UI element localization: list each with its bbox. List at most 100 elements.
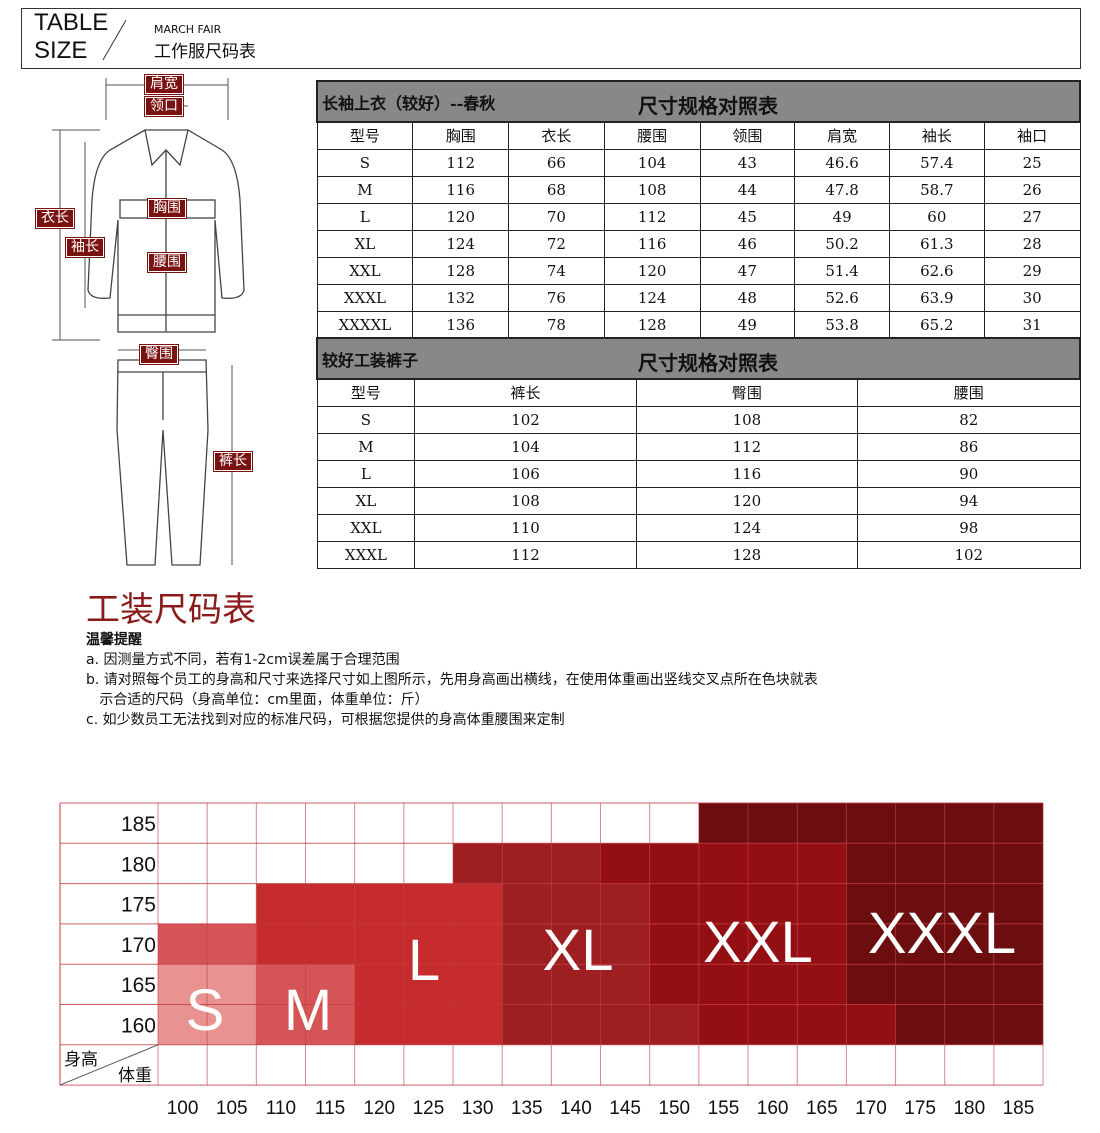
- chart-cell: [698, 964, 749, 1005]
- note-b: b. 请对照每个员工的身高和尺寸来选择尺寸如上图所示，先用身高画出横线，在使用体…: [86, 672, 818, 688]
- chart-cell: [305, 843, 355, 884]
- table-cell: M: [316, 175, 414, 204]
- column-header: 型号: [316, 121, 414, 150]
- guide-subtitle: 温馨提醒: [86, 632, 142, 648]
- column-header: 胸围: [412, 121, 510, 150]
- chart-cell: [453, 923, 503, 965]
- weight-tick: 145: [609, 1098, 641, 1119]
- height-tick: 160: [121, 1015, 156, 1038]
- chart-cell: [207, 1004, 257, 1045]
- table-cell: 132: [412, 283, 510, 312]
- chart-cell: [207, 883, 257, 924]
- table-cell: 74: [508, 256, 605, 285]
- chart-cell: [256, 1004, 306, 1045]
- table-cell: L: [316, 459, 416, 488]
- column-header: 衣长: [508, 121, 605, 150]
- table-row: XXXL 112 128 102: [316, 540, 1081, 569]
- table-cell: L: [316, 202, 414, 231]
- chart-cell: [649, 964, 699, 1005]
- table-cell: 108: [635, 405, 859, 434]
- chart-cell: [600, 923, 650, 965]
- chart-cell: [305, 883, 355, 924]
- chart-cell: [846, 843, 896, 884]
- table-cell: 112: [635, 432, 859, 461]
- table-cell: 124: [635, 513, 859, 542]
- table-title: 尺寸规格对照表: [638, 351, 778, 375]
- table-cell: 50.2: [794, 229, 890, 258]
- chart-cell: [993, 883, 1044, 924]
- weight-tick: 125: [413, 1098, 445, 1119]
- chart-cell: [944, 923, 994, 965]
- table-cell: 120: [412, 202, 510, 231]
- table-cell: XXL: [316, 513, 416, 542]
- table-cell: 52.6: [794, 283, 890, 312]
- chart-cell: [207, 843, 257, 884]
- table-cell: 128: [603, 310, 701, 339]
- chart-cell: [502, 843, 552, 884]
- chart-cell: [895, 803, 945, 844]
- table-row: XXL 128 74 120 47 51.4 62.6 29: [316, 256, 1081, 285]
- chart-cell: [698, 1004, 749, 1045]
- table-cell: S: [316, 148, 414, 177]
- chart-cell: [944, 1004, 994, 1045]
- table-cell: 82: [857, 405, 1081, 434]
- table-cell: 46: [699, 229, 796, 258]
- chart-cell: [895, 1004, 945, 1045]
- chart-cell: [502, 923, 552, 965]
- chart-cell: [551, 923, 601, 965]
- size-label-l: L: [408, 928, 440, 993]
- table-row: S 112 66 104 43 46.6 57.4 25: [316, 148, 1081, 177]
- chart-cell: [944, 964, 994, 1005]
- column-header: 袖口: [983, 121, 1081, 150]
- table-cell: 66: [508, 148, 605, 177]
- size-label-xxl: XXL: [703, 910, 813, 975]
- table-cell: 94: [857, 486, 1081, 515]
- table-cell: 53.8: [794, 310, 890, 339]
- weight-tick: 150: [658, 1098, 690, 1119]
- table-cell: 61.3: [888, 229, 985, 258]
- pants-size-table: 较好工装裤子 尺寸规格对照表 型号 裤长 臀围 腰围 S 102 108 82 M 104 112 86 L…: [316, 337, 1081, 569]
- chart-cell: [502, 883, 552, 924]
- table-cell: 45: [699, 202, 796, 231]
- table-row: XXXXL 136 78 128 49 53.8 65.2 31: [316, 310, 1081, 339]
- size-label-s: S: [186, 978, 225, 1043]
- column-header: 臀围: [635, 378, 859, 407]
- chart-cell: [453, 803, 503, 844]
- chart-cell: [748, 843, 798, 884]
- table-cell: 108: [603, 175, 701, 204]
- weight-tick: 185: [1003, 1098, 1035, 1119]
- chart-cell: [453, 1004, 503, 1045]
- chart-cell: [993, 964, 1044, 1005]
- table-cell: 128: [635, 540, 859, 569]
- chart-cell: [895, 883, 945, 924]
- table-cell: 47: [699, 256, 796, 285]
- chart-cell: [354, 803, 404, 844]
- weight-tick: 140: [560, 1098, 592, 1119]
- header-row: 型号 裤长 臀围 腰围: [316, 378, 1081, 407]
- chart-cell: [158, 803, 208, 844]
- chart-cell: [895, 923, 945, 965]
- chart-cell: [797, 964, 847, 1005]
- weight-tick: 135: [511, 1098, 543, 1119]
- table-cell: 29: [983, 256, 1081, 285]
- table-cell: 57.4: [888, 148, 985, 177]
- chart-cell: [797, 883, 847, 924]
- chart-cell: [993, 803, 1044, 844]
- table-cell: 136: [412, 310, 510, 339]
- table-cell: 25: [983, 148, 1081, 177]
- chart-cell: [846, 964, 896, 1005]
- chart-cell: [453, 964, 503, 1005]
- chart-cell: [207, 964, 257, 1005]
- table-cell: 120: [635, 486, 859, 515]
- chart-cell: [649, 923, 699, 965]
- chart-cell: [403, 803, 454, 844]
- size-label-xxxl: XXXL: [868, 901, 1016, 966]
- table-cell: 120: [603, 256, 701, 285]
- chart-cell: [649, 803, 699, 844]
- jacket-size-table: 长袖上衣（较好）--春秋 尺寸规格对照表 型号 胸围 衣长 腰围 领围 肩宽 袖长 袖口 S 112 6…: [316, 80, 1081, 339]
- table-cell: 116: [412, 175, 510, 204]
- label-collar: 领口: [144, 96, 184, 117]
- chart-cell: [158, 883, 208, 924]
- note-a: a. 因测量方式不同，若有1-2cm误差属于合理范围: [86, 652, 400, 668]
- weight-tick: 160: [757, 1098, 789, 1119]
